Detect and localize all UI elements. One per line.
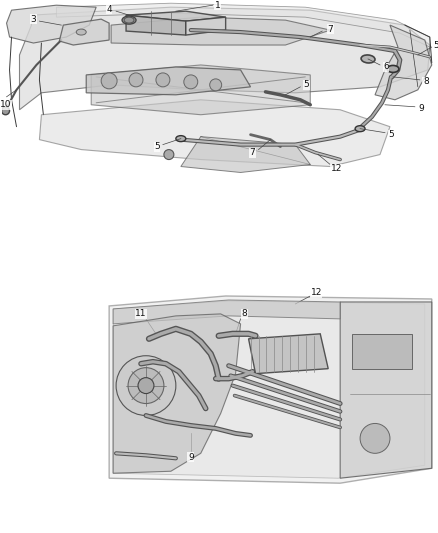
Polygon shape <box>86 67 251 95</box>
Text: 5: 5 <box>388 130 394 139</box>
Circle shape <box>156 73 170 87</box>
FancyBboxPatch shape <box>352 334 412 369</box>
Ellipse shape <box>76 29 86 35</box>
Text: 1: 1 <box>215 1 221 10</box>
Circle shape <box>2 107 10 115</box>
Text: 7: 7 <box>250 148 255 157</box>
Polygon shape <box>91 65 310 115</box>
Polygon shape <box>113 301 425 478</box>
Text: 12: 12 <box>331 164 342 173</box>
Circle shape <box>360 423 390 454</box>
Polygon shape <box>109 296 432 483</box>
Polygon shape <box>39 100 390 166</box>
Polygon shape <box>7 5 96 43</box>
Text: 6: 6 <box>383 62 389 71</box>
Text: 5: 5 <box>304 80 309 90</box>
Circle shape <box>210 79 222 91</box>
Ellipse shape <box>176 135 186 142</box>
Polygon shape <box>113 300 340 324</box>
Circle shape <box>128 368 164 403</box>
Text: 3: 3 <box>31 14 36 23</box>
Polygon shape <box>57 3 430 47</box>
Polygon shape <box>20 7 430 110</box>
Text: 5: 5 <box>433 41 438 50</box>
Ellipse shape <box>122 16 136 24</box>
Text: 12: 12 <box>311 288 322 297</box>
Text: 5: 5 <box>154 142 160 151</box>
Polygon shape <box>111 17 330 45</box>
Text: 7: 7 <box>327 25 333 34</box>
Ellipse shape <box>361 55 375 63</box>
Polygon shape <box>186 17 226 35</box>
Text: 4: 4 <box>106 5 112 14</box>
Text: 8: 8 <box>423 77 429 86</box>
Polygon shape <box>126 11 226 21</box>
Circle shape <box>184 75 198 89</box>
Circle shape <box>138 378 154 393</box>
Circle shape <box>164 150 174 159</box>
Text: 11: 11 <box>135 309 147 318</box>
Polygon shape <box>126 15 186 35</box>
Ellipse shape <box>355 126 365 132</box>
Circle shape <box>116 356 176 416</box>
Text: 10: 10 <box>0 100 11 109</box>
Ellipse shape <box>124 17 134 23</box>
Polygon shape <box>375 25 432 100</box>
Polygon shape <box>248 334 328 374</box>
Text: 8: 8 <box>242 309 247 318</box>
Polygon shape <box>181 136 310 173</box>
Polygon shape <box>113 314 240 473</box>
Text: 9: 9 <box>418 104 424 113</box>
Polygon shape <box>59 19 109 45</box>
Circle shape <box>101 73 117 89</box>
Text: 9: 9 <box>188 453 194 462</box>
Circle shape <box>129 73 143 87</box>
Ellipse shape <box>387 66 399 72</box>
Polygon shape <box>340 302 432 478</box>
